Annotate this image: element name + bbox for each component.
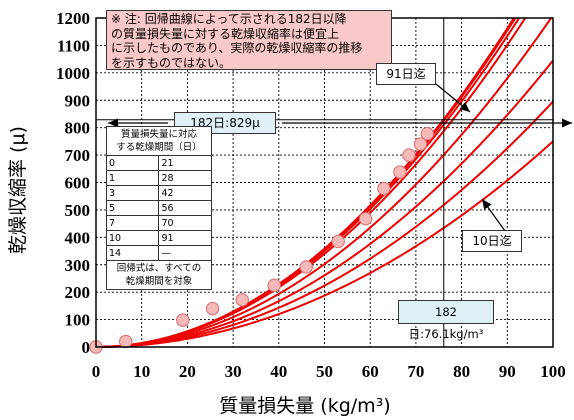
x-tick-label: 20 — [179, 362, 196, 381]
data-points — [89, 126, 435, 354]
x-tick-label: 80 — [453, 362, 470, 381]
arrow-182-value-right-head — [562, 118, 572, 128]
table-footer-line: 回帰式は、すべての — [116, 263, 202, 274]
data-point — [205, 301, 220, 316]
y-tick-label: 600 — [65, 174, 91, 193]
x-tick-label: 10 — [133, 362, 150, 381]
data-point — [235, 293, 249, 307]
note-line: の質量損失量に対する乾燥収縮率は便宜上 — [111, 26, 340, 41]
data-point — [331, 234, 345, 249]
table-row: 1 28 — [105, 170, 212, 186]
note-line: に示したものであり、実際の乾燥収縮率の推移 — [111, 41, 363, 55]
y-tick-label: 0 — [82, 338, 91, 357]
arrow-182-value-left-head — [108, 118, 118, 128]
period-table: 質量損失量に対応 する乾燥期間（日） 0 21 1 28 3 42 5 56 7 70 1… — [105, 126, 212, 290]
data-point — [119, 334, 133, 349]
table-footer-line: 乾燥期間を対象 — [125, 276, 193, 287]
table-header-line: 質量損失量に対応 — [120, 129, 197, 140]
regression-curve — [95, 100, 554, 348]
x-tick-label: 70 — [407, 362, 424, 381]
table-cell: 1 — [105, 170, 160, 186]
table-cell: 70 — [158, 215, 212, 231]
table-cell: 7 — [105, 215, 160, 231]
table-header-line: する乾燥期間（日） — [116, 142, 202, 153]
reference-lines — [96, 18, 553, 347]
table-cell: — — [158, 245, 212, 261]
note-line: ※ 注: 回帰曲線によって示される182日以降 — [111, 12, 347, 26]
tick-labels: 0 10 20 30 40 50 60 70 80 90 100010020030040050060… — [56, 9, 566, 381]
y-tick-label: 300 — [65, 256, 91, 275]
data-point — [402, 148, 416, 162]
note-line: を示すものではない。 — [111, 55, 232, 70]
data-point — [413, 137, 428, 151]
regression-curve — [95, 17, 552, 348]
y-tick-label: 900 — [65, 91, 91, 110]
table-row: 5 56 — [105, 200, 212, 216]
y-tick-label: 500 — [65, 201, 91, 220]
x-tick-label: 100 — [540, 362, 566, 381]
label-91-days: 91日迄 — [376, 63, 436, 85]
regression-curve — [95, 140, 554, 348]
data-point — [176, 313, 190, 327]
table-header: 質量損失量に対応 する乾燥期間（日） — [106, 126, 212, 156]
table-row: 3 42 — [105, 185, 212, 201]
data-point — [358, 211, 373, 226]
x-axis-title: 質量損失量 (kg/m³) — [219, 395, 390, 417]
table-cell: 10 — [105, 230, 160, 246]
data-point — [393, 165, 407, 179]
table-row: 7 70 — [105, 215, 212, 231]
x-tick-label: 0 — [92, 362, 101, 381]
y-tick-label: 800 — [65, 119, 91, 138]
table-cell: 56 — [158, 200, 212, 216]
table-cell: 28 — [158, 170, 212, 186]
table-row: 10 91 — [105, 230, 212, 246]
table-cell: 42 — [158, 185, 212, 201]
table-footer: 回帰式は、すべての 乾燥期間を対象 — [106, 260, 212, 290]
x-tick-label: 50 — [316, 362, 333, 381]
data-point — [267, 278, 281, 293]
label-10-days: 10日迄 — [462, 230, 522, 252]
table-cell: 5 — [105, 200, 160, 216]
label-182-day-mass-loss: 182日:76.1kg/m³ — [398, 300, 494, 341]
y-tick-label: 100 — [65, 311, 91, 330]
arrow-10-days-head — [482, 199, 492, 210]
regression-curve — [95, 59, 554, 348]
y-tick-label: 1000 — [56, 64, 90, 83]
y-tick-label: 1100 — [57, 36, 90, 55]
table-row: 14— — [105, 245, 212, 261]
x-tick-label: 40 — [270, 362, 287, 381]
note-annotation: ※ 注: 回帰曲線によって示される182日以降 の質量損失量に対する乾燥収縮率は… — [106, 10, 392, 70]
data-point — [377, 181, 391, 196]
x-tick-label: 90 — [499, 362, 516, 381]
x-tick-label: 60 — [362, 362, 379, 381]
data-point — [420, 126, 435, 141]
annotation-arrows — [108, 83, 572, 232]
x-tick-label: 30 — [225, 362, 242, 381]
arrow-91-days-head — [459, 102, 470, 112]
table-cell: 91 — [158, 230, 212, 246]
table-cell: 3 — [105, 185, 160, 201]
table-cell: 14 — [105, 245, 160, 261]
data-point — [299, 260, 313, 274]
y-tick-label: 200 — [65, 283, 91, 302]
table-row: 0 21 — [105, 155, 212, 171]
y-tick-label: 1200 — [56, 9, 90, 28]
y-tick-label: 700 — [65, 146, 91, 165]
table-cell: 21 — [158, 155, 212, 171]
y-axis-title: 乾燥収縮率 (μ) — [7, 126, 29, 254]
y-tick-label: 400 — [65, 228, 91, 247]
table-cell: 0 — [105, 155, 160, 171]
